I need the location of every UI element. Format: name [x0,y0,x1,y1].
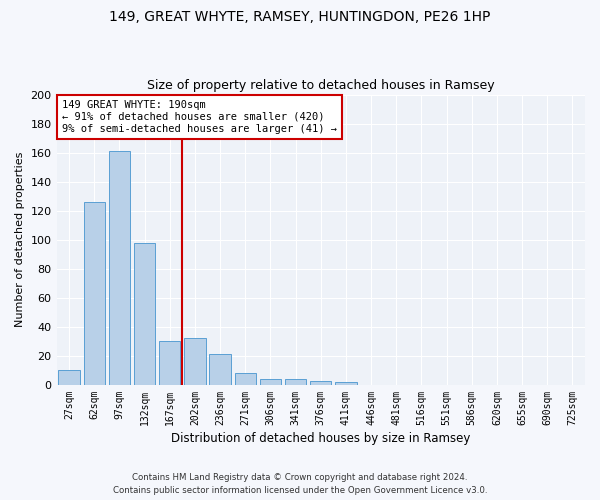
Bar [235,374,256,385]
Text: 149 GREAT WHYTE: 190sqm
← 91% of detached houses are smaller (420)
9% of semi-de: 149 GREAT WHYTE: 190sqm ← 91% of detache… [62,100,337,134]
Bar [134,242,155,385]
Bar [159,342,181,385]
Bar [83,202,105,385]
Bar [285,379,307,385]
Bar [209,354,231,385]
Bar [310,380,331,385]
Y-axis label: Number of detached properties: Number of detached properties [15,152,25,328]
Title: Size of property relative to detached houses in Ramsey: Size of property relative to detached ho… [147,79,494,92]
Bar [109,151,130,385]
Bar [184,338,206,385]
Bar [335,382,356,385]
Bar [260,379,281,385]
Text: Contains HM Land Registry data © Crown copyright and database right 2024.
Contai: Contains HM Land Registry data © Crown c… [113,474,487,495]
X-axis label: Distribution of detached houses by size in Ramsey: Distribution of detached houses by size … [171,432,470,445]
Text: 149, GREAT WHYTE, RAMSEY, HUNTINGDON, PE26 1HP: 149, GREAT WHYTE, RAMSEY, HUNTINGDON, PE… [109,10,491,24]
Bar [58,370,80,385]
